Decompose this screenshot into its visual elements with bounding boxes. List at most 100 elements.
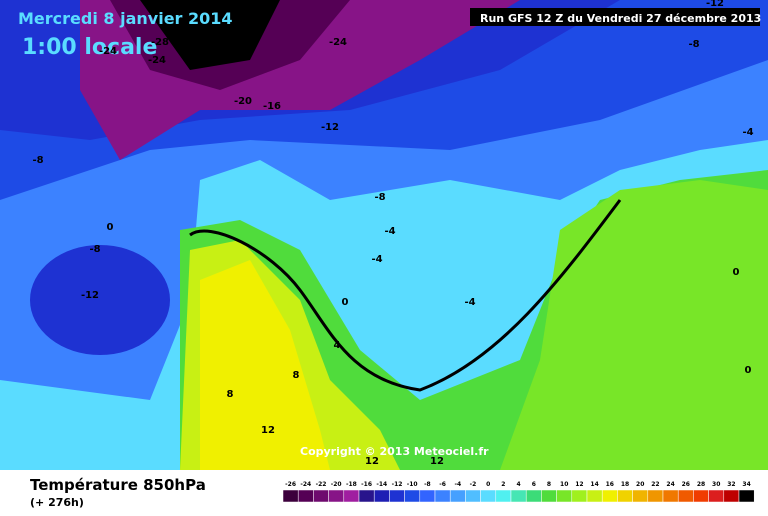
legend-value: 2 <box>501 481 505 488</box>
warmest-zone <box>200 260 330 470</box>
contour-label: 8 <box>227 389 234 400</box>
legend-value: -18 <box>346 481 357 488</box>
copyright: Copyright © 2013 Meteociel.fr <box>300 445 489 458</box>
contour-label: -8 <box>89 244 100 255</box>
legend-swatch <box>617 489 633 503</box>
legend-value: 0 <box>486 481 490 488</box>
legend-value: 28 <box>697 481 705 488</box>
contour-label: 4 <box>334 340 341 351</box>
contour-label: 0 <box>107 222 114 233</box>
legend-swatch <box>449 489 466 503</box>
legend-value: 24 <box>666 481 674 488</box>
legend-swatch <box>404 489 421 503</box>
contour-label: 12 <box>430 456 444 467</box>
legend-swatch <box>480 489 497 503</box>
legend-value: 6 <box>532 481 536 488</box>
legend-value: -2 <box>470 481 477 488</box>
contour-label: -8 <box>688 39 699 50</box>
contour-label: -4 <box>742 127 753 138</box>
legend-value: -4 <box>454 481 461 488</box>
legend-swatch <box>586 489 603 503</box>
contour-label: -4 <box>371 254 382 265</box>
contour-label: 0 <box>745 365 752 376</box>
legend-value: 8 <box>547 481 551 488</box>
legend-swatch <box>313 489 329 503</box>
legend-swatch <box>510 489 527 503</box>
legend-swatch <box>419 489 436 503</box>
legend-swatch <box>662 489 679 503</box>
legend-value: -8 <box>424 481 431 488</box>
footer-lead: (+ 276h) <box>30 496 84 509</box>
warm-zone <box>500 180 768 470</box>
legend-value: 20 <box>636 481 644 488</box>
contour-label: -8 <box>32 155 43 166</box>
legend-value: 32 <box>727 481 735 488</box>
contour-labels: -28 -24 -32 -24 -8 -12 -20 -16 -12 -4 -8 -8 0 -8 -4 -4 -… <box>32 0 753 467</box>
legend-value: 14 <box>590 481 598 488</box>
run-banner <box>470 8 760 26</box>
legend-value: -26 <box>285 481 296 488</box>
legend-swatch <box>647 489 664 503</box>
legend-value: -14 <box>376 481 387 488</box>
legend-value: -22 <box>316 481 327 488</box>
footer: Température 850hPa (+ 276h) -26 -24 -22 -2 0… <box>30 476 755 509</box>
contour-label: 8 <box>293 370 300 381</box>
map-time: 1:00 locale <box>22 35 157 60</box>
contour-label: 0 <box>342 297 349 308</box>
coldest-zone <box>140 0 280 70</box>
contour-label: -32 <box>211 52 229 63</box>
legend-swatch <box>358 489 375 503</box>
legend-swatch <box>738 489 755 503</box>
legend-value: 16 <box>606 481 614 488</box>
legend-value: 22 <box>651 481 659 488</box>
legend-swatch <box>389 489 405 503</box>
contour-label: -16 <box>263 101 281 112</box>
zero-isotherm <box>189 199 622 392</box>
contour-label: -4 <box>384 226 395 237</box>
footer-title: Température 850hPa <box>30 476 206 494</box>
legend-swatch <box>297 489 314 503</box>
legend-swatch <box>434 489 451 503</box>
legend-swatch <box>677 489 694 503</box>
contour-label: -24 <box>99 46 117 57</box>
contour-label: -12 <box>321 122 339 133</box>
contour-label: -12 <box>81 290 99 301</box>
contour-label: -24 <box>148 55 166 66</box>
legend-swatch <box>525 489 542 503</box>
legend-value: -10 <box>407 481 418 488</box>
legend-swatch <box>708 489 725 503</box>
legend-swatch <box>693 489 709 503</box>
run-info: Run GFS 12 Z du Vendredi 27 décembre 201… <box>480 12 761 25</box>
legend-value: 10 <box>560 481 568 488</box>
legend-swatch <box>632 489 649 503</box>
legend-value: -24 <box>300 481 311 488</box>
contour-label: 12 <box>261 425 275 436</box>
contour-label: 12 <box>365 456 379 467</box>
contour-label: -20 <box>234 96 252 107</box>
legend-swatch <box>373 489 390 503</box>
legend-value: -6 <box>439 481 446 488</box>
legend-swatch <box>465 489 481 503</box>
legend-value: -16 <box>361 481 372 488</box>
contour-label: 0 <box>733 267 740 278</box>
legend-value: 4 <box>517 481 521 488</box>
contour-label: -28 <box>151 37 169 48</box>
contour-label: -12 <box>706 0 724 9</box>
contour-label: -8 <box>374 192 385 203</box>
legend-value: -12 <box>392 481 403 488</box>
legend-value: 18 <box>621 481 629 488</box>
legend-swatch <box>343 489 360 503</box>
legend-value: 12 <box>575 481 583 488</box>
legend-value: 26 <box>682 481 690 488</box>
legend-swatch <box>723 489 740 503</box>
legend-swatch <box>282 489 299 503</box>
legend-swatch <box>571 489 588 503</box>
legend-value: 30 <box>712 481 720 488</box>
legend-value: 34 <box>742 481 750 488</box>
cold-pool <box>30 245 170 355</box>
map-title: Mercredi 8 janvier 2014 <box>18 9 233 28</box>
map: Mercredi 8 janvier 2014 1:00 locale Run … <box>0 0 768 470</box>
legend-swatch <box>495 489 512 503</box>
color-legend: -26 -24 -22 -20 -18 -16 -14 -12 -10 -8 -6 -4 -2 0 2 4 6 8… <box>282 481 755 503</box>
